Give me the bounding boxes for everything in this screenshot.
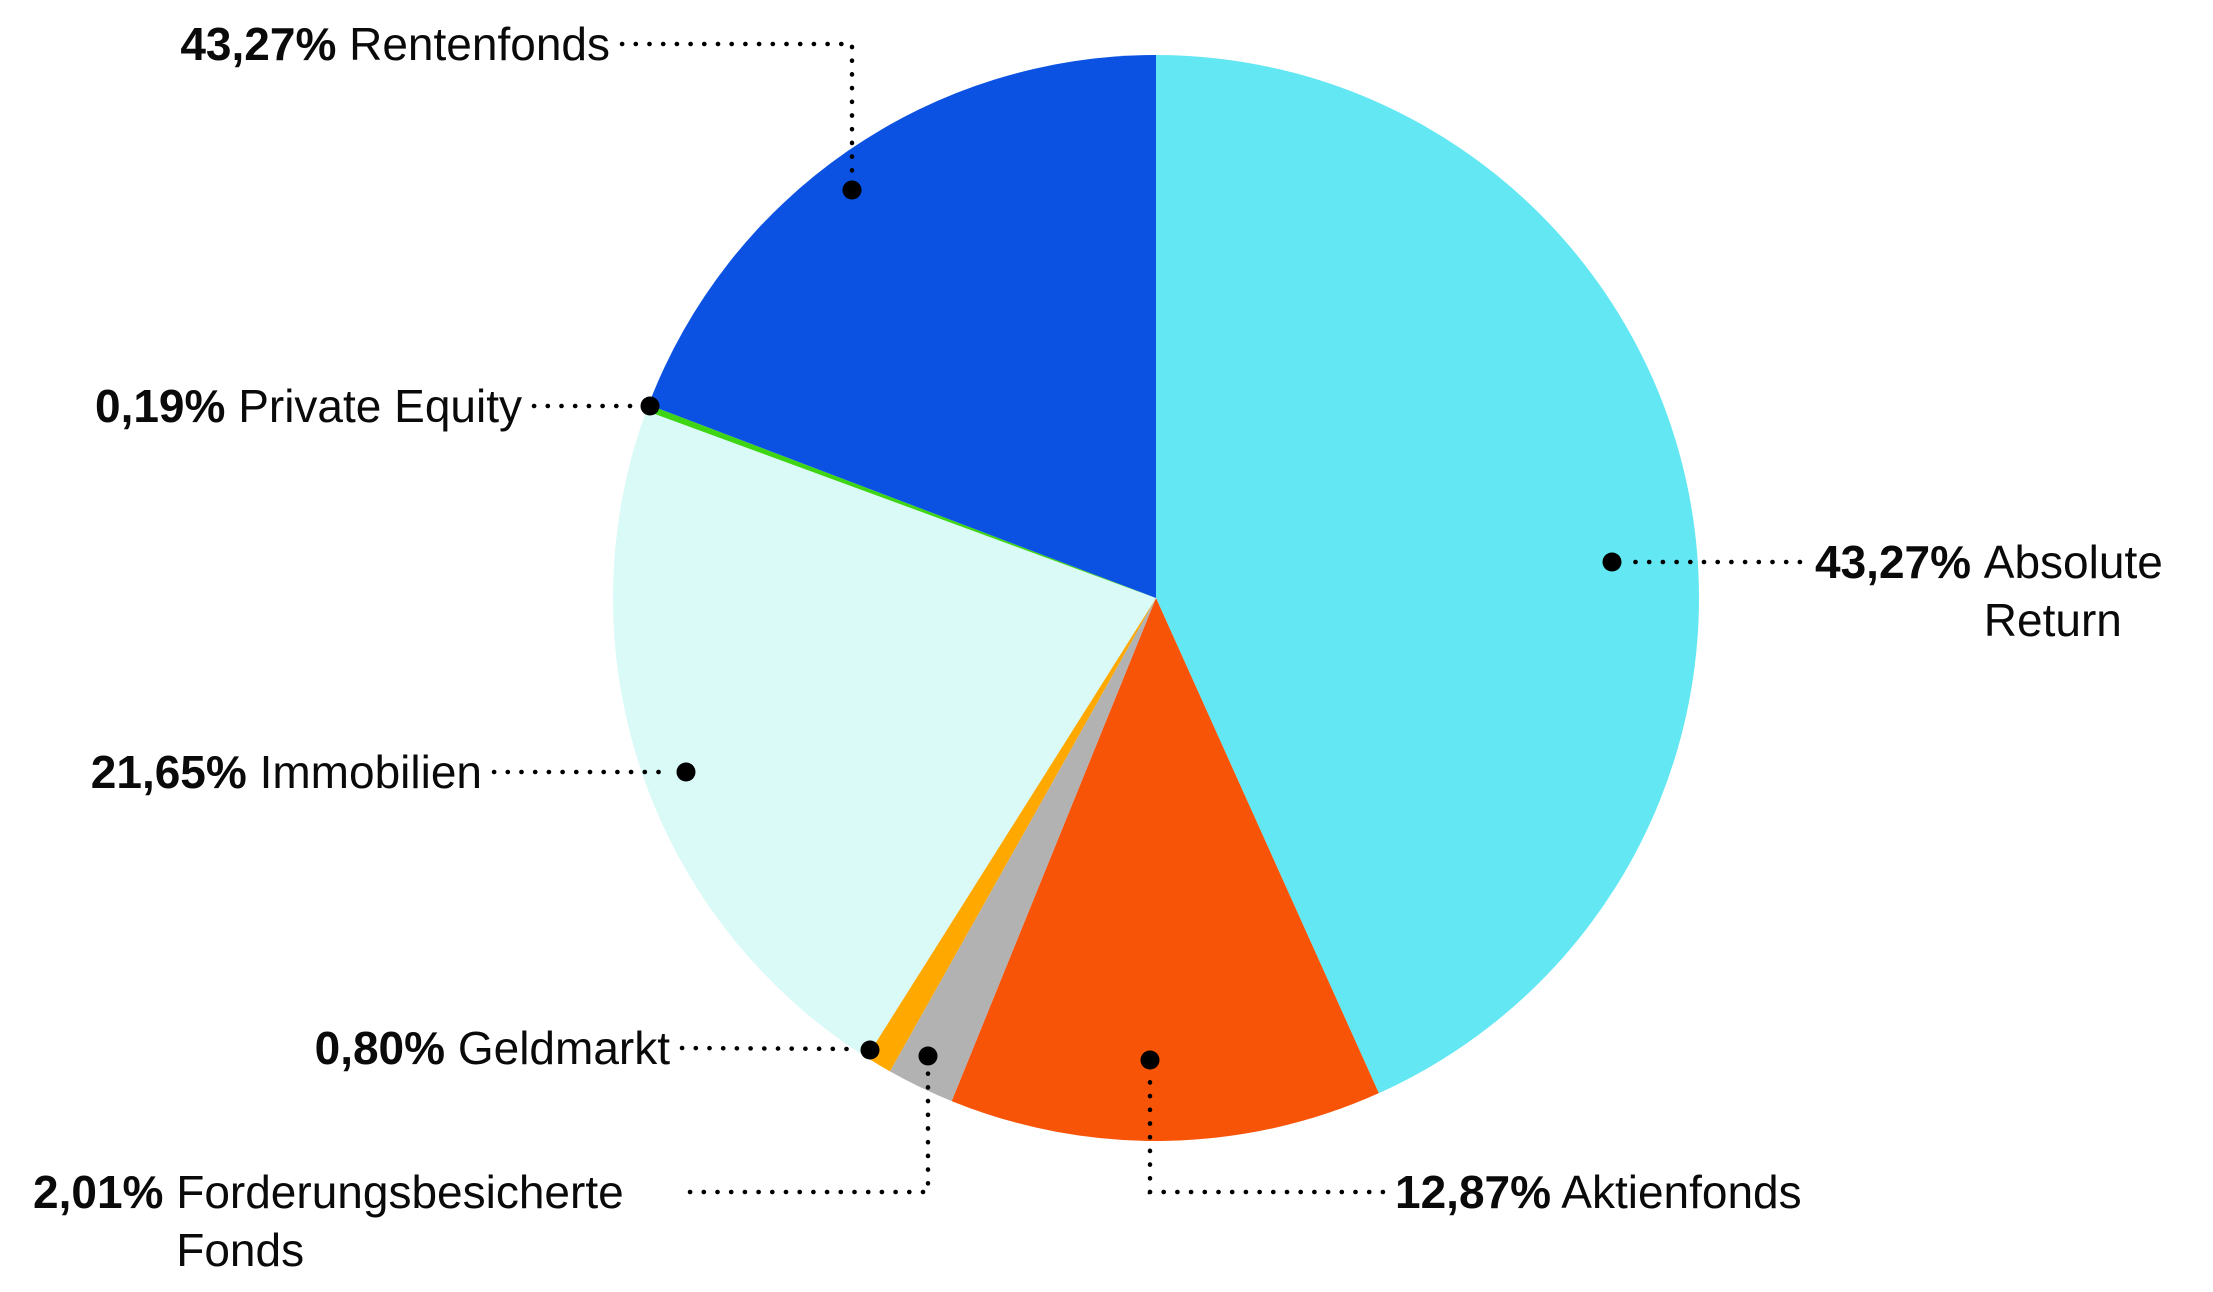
leader-line-geldmarkt xyxy=(679,1045,859,1052)
pie-slice-forderungsbesicherte-fonds xyxy=(889,598,1156,1102)
label-aktienfonds-pct: 12,87% xyxy=(1395,1166,1552,1218)
pie-slices xyxy=(613,55,1699,1141)
pie-slice-absolute-return xyxy=(1156,55,1699,1094)
leader-dot-rentenfonds xyxy=(842,180,862,200)
pie-slice-private-equity xyxy=(646,404,1156,598)
label-geldmarkt: 0,80% Geldmarkt xyxy=(260,1020,670,1078)
label-immobilien: 21,65% Immobilien xyxy=(40,744,482,802)
pie-slice-aktienfonds xyxy=(951,598,1379,1141)
leader-dot-aktienfonds xyxy=(1140,1050,1160,1070)
pie-slice-rentenfonds xyxy=(648,55,1156,598)
label-forderungsbesicherte-fonds-name: Forderungsbesicherte Fonds xyxy=(176,1166,624,1276)
label-rentenfonds: 43,27% Rentenfonds xyxy=(90,16,610,74)
pie-slice-immobilien xyxy=(613,410,1156,1058)
label-forderungsbesicherte-fonds-pct: 2,01% xyxy=(33,1166,164,1218)
label-absolute-return-pct: 43,27% xyxy=(1815,536,1972,588)
leader-line-aktienfonds xyxy=(1147,1071,1386,1195)
label-absolute-return: 43,27% Absolute Return xyxy=(1815,534,2213,650)
leader-dot-private-equity xyxy=(640,396,660,416)
label-private-equity-name: Private Equity xyxy=(238,380,522,432)
leader-dot-geldmarkt xyxy=(860,1040,880,1060)
label-immobilien-name: Immobilien xyxy=(259,746,482,798)
label-private-equity: 0,19% Private Equity xyxy=(40,378,522,436)
label-immobilien-pct: 21,65% xyxy=(90,746,247,798)
leader-line-forderungsbesicherte-fonds xyxy=(687,1067,931,1195)
label-rentenfonds-name: Rentenfonds xyxy=(349,18,610,70)
label-geldmarkt-pct: 0,80% xyxy=(314,1022,446,1074)
label-forderungsbesicherte-fonds: 2,01% Forderungsbesicherte Fonds xyxy=(33,1164,693,1280)
leader-line-rentenfonds xyxy=(619,41,855,179)
leader-lines xyxy=(491,41,1803,1195)
leader-dot-immobilien xyxy=(676,762,696,782)
label-aktienfonds: 12,87% Aktienfonds xyxy=(1395,1164,1915,1222)
label-private-equity-pct: 0,19% xyxy=(94,380,226,432)
label-absolute-return-name: Absolute Return xyxy=(1983,536,2163,646)
leader-dot-absolute-return xyxy=(1602,552,1622,572)
label-geldmarkt-name: Geldmarkt xyxy=(457,1022,670,1074)
pie-slice-geldmarkt xyxy=(866,598,1156,1072)
label-aktienfonds-name: Aktienfonds xyxy=(1561,1166,1802,1218)
leader-dot-forderungsbesicherte-fonds xyxy=(918,1046,938,1066)
label-rentenfonds-pct: 43,27% xyxy=(180,18,337,70)
